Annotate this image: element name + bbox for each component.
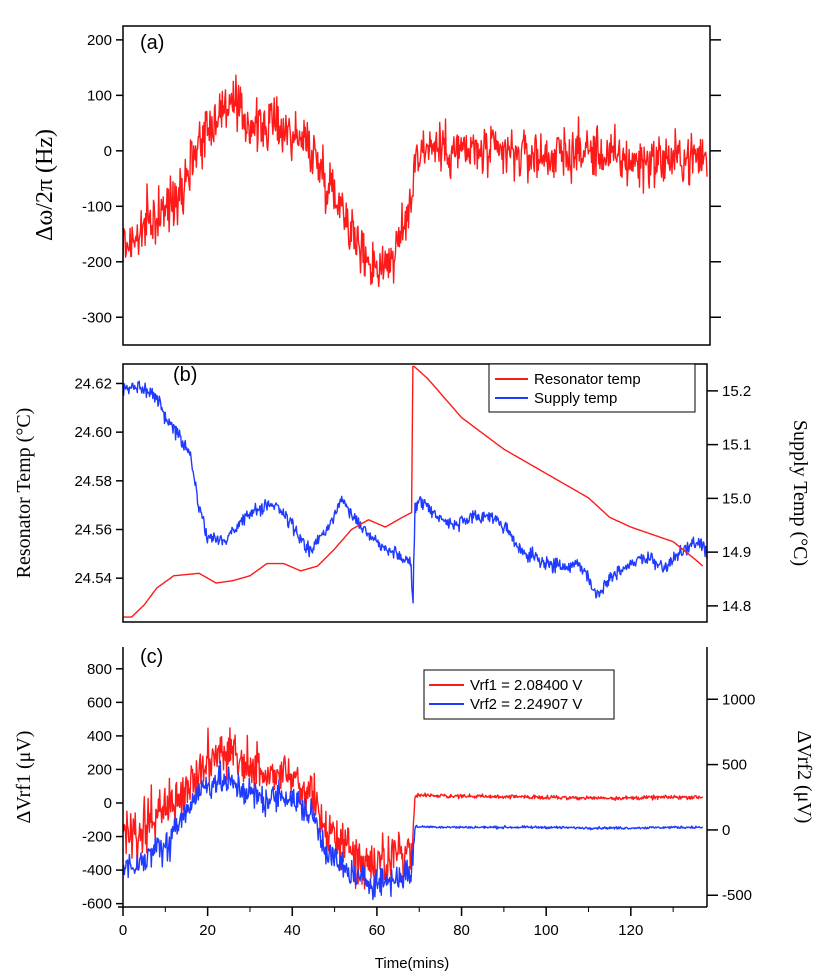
panel-a-frame: [122, 25, 711, 346]
panel-b-frame: [122, 363, 708, 623]
left-tick-label: 400: [87, 728, 112, 745]
panel-c-legend: Vrf1 = 2.08400 V Vrf2 = 2.24907 V: [423, 669, 615, 720]
panel-b: 24.62 24.60 24.58 24.56 24.54 15.2 15.1 15.0 14…: [13, 363, 811, 623]
right-tick-label: 0: [722, 822, 730, 839]
legend-label-supply: Supply temp: [534, 390, 617, 407]
left-tick-label: -300: [82, 309, 112, 326]
x-ticks: 0 20 40 60 80 100 120: [119, 907, 674, 939]
x-tick-label: 40: [284, 922, 301, 939]
left-tick-label: 100: [87, 87, 112, 104]
legend-label-vrf2: Vrf2 = 2.24907 V: [470, 696, 582, 713]
left-tick-label: -100: [82, 198, 112, 215]
panel-c-tag: (c): [140, 646, 163, 668]
panel-b-legend: Resonator temp Supply temp: [488, 363, 696, 413]
left-tick-label: 200: [87, 32, 112, 49]
panel-a-tag: (a): [140, 32, 164, 54]
left-tick-label: -200: [82, 829, 112, 846]
panel-b-right-ticks: 15.2 15.1 15.0 14.9 14.8: [707, 383, 751, 615]
left-tick-label: 800: [87, 661, 112, 678]
left-tick-label: -200: [82, 254, 112, 271]
panel-a-y-ticks: 200 100 0 -100 -200 -300: [82, 32, 123, 326]
series-line-resonator-temp: [122, 365, 704, 618]
x-tick-label: 20: [199, 922, 216, 939]
left-tick-label: 24.58: [74, 473, 112, 490]
x-tick-label: 60: [369, 922, 386, 939]
panel-a: 200 100 0 -100 -200 -300 (a) Δω/2π (Hz): [32, 25, 721, 346]
x-tick-label: 0: [119, 922, 127, 939]
x-axis-label: Time(mins): [375, 955, 449, 972]
left-tick-label: 0: [104, 795, 112, 812]
panel-a-series: [122, 74, 708, 287]
left-tick-label: -400: [82, 862, 112, 879]
right-tick-label: 14.8: [722, 598, 751, 615]
panel-c-legend-box: [423, 669, 615, 720]
x-tick-label: 100: [534, 922, 559, 939]
right-tick-label: 15.0: [722, 490, 751, 507]
right-tick-label: 15.1: [722, 437, 751, 454]
left-tick-label: 0: [104, 143, 112, 160]
legend-label-vrf1: Vrf1 = 2.08400 V: [470, 677, 582, 694]
panel-b-ylabel-right: Supply Temp (°C): [789, 420, 811, 566]
panel-a-ylabel: Δω/2π (Hz): [32, 129, 58, 241]
panel-c-y-ticks: 800 600 400 200 0 -200 -400 -600: [82, 661, 123, 913]
right-tick-label: 14.9: [722, 544, 751, 561]
left-tick-label: 200: [87, 761, 112, 778]
right-tick-label: 500: [722, 757, 747, 774]
left-tick-label: 24.56: [74, 522, 112, 539]
panel-c-ylabel-right: ΔVrf2 (μV): [793, 731, 815, 824]
right-tick-label: -500: [722, 887, 752, 904]
panel-a-right-ticks: [710, 39, 721, 319]
panel-b-tag: (b): [173, 364, 197, 386]
series-line-vrf2-2-24907-v: [122, 760, 704, 901]
left-tick-label: 24.60: [74, 424, 112, 441]
panel-c-ylabel: ΔVrf1 (μV): [13, 731, 35, 824]
panel-c-right-ticks: 1000 500 0 -500: [707, 691, 755, 904]
legend-label-resonator: Resonator temp: [534, 371, 641, 388]
panel-b-ylabel: Resonator Temp (°C): [13, 408, 35, 579]
x-tick-label: 80: [453, 922, 470, 939]
panel-b-series: [122, 365, 708, 618]
left-tick-label: 24.54: [74, 570, 112, 587]
panel-c-series: [122, 727, 704, 901]
left-tick-label: 24.62: [74, 375, 112, 392]
x-tick-label: 120: [618, 922, 643, 939]
panel-b-legend-box: [488, 363, 696, 413]
right-tick-label: 1000: [722, 691, 755, 708]
right-tick-label: 15.2: [722, 383, 751, 400]
series-line-supply-temp: [122, 380, 708, 604]
left-tick-label: 600: [87, 694, 112, 711]
left-tick-label: -600: [82, 896, 112, 913]
panel-b-y-ticks: 24.62 24.60 24.58 24.56 24.54: [74, 375, 123, 587]
series-line--2-: [122, 74, 708, 287]
